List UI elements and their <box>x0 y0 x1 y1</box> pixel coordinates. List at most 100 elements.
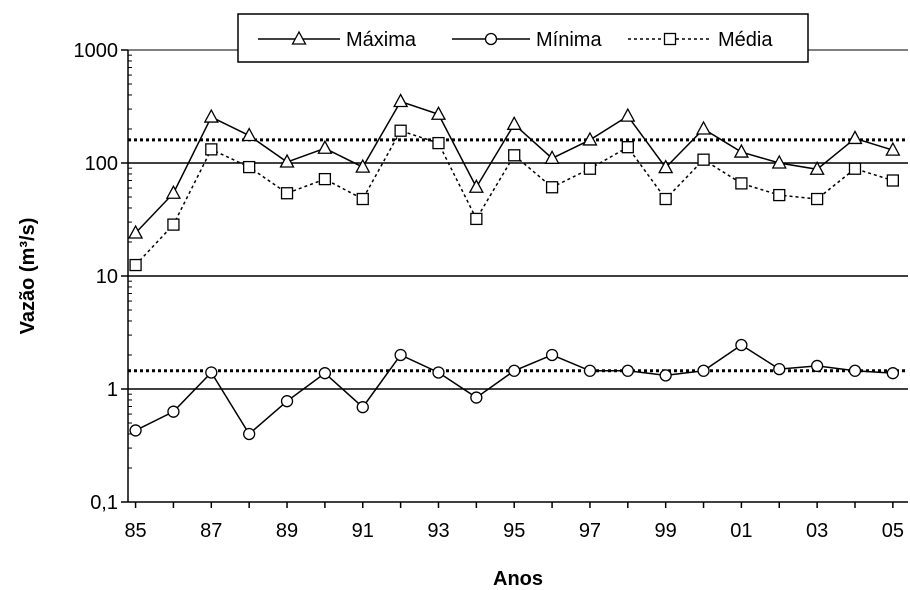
maxima-point <box>393 93 409 108</box>
media-point <box>697 153 710 166</box>
minima-point <box>243 427 256 441</box>
x-tick-label: 95 <box>503 520 525 542</box>
x-tick-label: 93 <box>427 520 449 542</box>
media-point <box>545 181 559 194</box>
minima-point <box>621 364 634 377</box>
minima-point <box>697 364 710 377</box>
legend-item-minima: Mínima <box>452 29 602 51</box>
media-point <box>129 258 142 272</box>
x-tick-label: 99 <box>655 520 677 542</box>
minima-point <box>886 367 900 380</box>
x-tick-label: 85 <box>124 520 146 542</box>
media-point <box>356 192 369 206</box>
maxima-point <box>506 115 522 130</box>
minima-point <box>167 405 180 418</box>
y-tick-label: 1 <box>107 379 118 401</box>
minima-point <box>545 348 559 362</box>
maxima-point <box>658 159 674 174</box>
maxima-point <box>127 224 144 239</box>
x-axis-title: Anos <box>493 568 543 590</box>
media-point <box>318 172 332 186</box>
x-tick-label: 91 <box>352 520 374 542</box>
series-line-media <box>135 129 894 266</box>
media-point <box>508 149 521 162</box>
maxima-point <box>847 130 863 145</box>
legend-minima-point <box>484 32 498 46</box>
legend-box <box>237 13 809 63</box>
series-maxima <box>127 93 901 239</box>
media-point <box>243 160 256 174</box>
media-point <box>621 141 634 154</box>
minima-point <box>205 366 218 379</box>
media-point <box>735 177 748 190</box>
x-tick-label: 89 <box>276 520 298 542</box>
maxima-point <box>279 153 295 168</box>
maxima-point <box>582 131 598 146</box>
minima-point <box>773 362 786 376</box>
minima-point <box>659 369 672 382</box>
media-point <box>659 192 672 206</box>
reference-lines <box>128 138 908 373</box>
maxima-point <box>620 107 636 122</box>
legend-maxima-point <box>291 30 307 45</box>
maxima-point <box>771 154 787 169</box>
maxima-point <box>355 158 371 173</box>
media-point <box>432 136 445 150</box>
maxima-point <box>544 149 560 164</box>
maxima-point <box>203 108 219 123</box>
media-point <box>394 124 407 137</box>
legend-media-point <box>663 32 677 46</box>
media-point <box>470 212 483 226</box>
media-point <box>810 192 824 206</box>
legend-label: Mínima <box>536 29 602 51</box>
minima-point <box>356 401 369 414</box>
y-tick-label: 100 <box>85 153 118 175</box>
minima-point <box>280 395 294 408</box>
legend-label: Máxima <box>346 29 417 51</box>
maxima-point <box>885 141 901 156</box>
minima-point <box>318 367 332 380</box>
legend: Máxima Mínima Média <box>237 13 809 63</box>
maxima-point <box>317 139 333 154</box>
legend-label: Média <box>718 29 773 51</box>
x-tick-label: 03 <box>806 520 828 542</box>
maxima-point <box>241 127 257 142</box>
minima-point <box>735 338 748 352</box>
minima-point <box>470 391 483 404</box>
y-tick-label: 10 <box>96 266 118 288</box>
x-tick-label: 01 <box>730 520 752 542</box>
maxima-point <box>733 143 749 158</box>
axes: 0,1 1 10 100 1000 85 87 89 91 93 95 97 99 01 03 05 <box>74 40 908 542</box>
media-point <box>886 174 900 187</box>
gridlines <box>128 49 908 390</box>
media-point <box>205 143 218 156</box>
series-minima <box>129 338 900 441</box>
x-tick-label: 97 <box>579 520 601 542</box>
minima-point <box>583 364 597 377</box>
y-tick-label: 0,1 <box>90 492 118 514</box>
x-tick-label: 87 <box>200 520 222 542</box>
minima-point <box>810 359 824 373</box>
minima-point <box>394 348 407 362</box>
minima-point <box>432 366 445 379</box>
maxima-point <box>165 184 182 199</box>
minima-point <box>848 364 862 377</box>
media-point <box>280 187 294 200</box>
y-axis-title: Vazão (m³/s) <box>17 218 39 335</box>
media-point <box>167 218 180 231</box>
maxima-point <box>468 178 484 193</box>
series-media <box>129 124 900 272</box>
minima-point <box>508 364 521 377</box>
minima-point <box>129 424 142 437</box>
x-tick-label: 05 <box>882 520 904 542</box>
legend-item-media: Média <box>628 29 773 51</box>
media-point <box>848 162 862 175</box>
maxima-point <box>809 160 825 175</box>
maxima-point <box>695 120 712 135</box>
y-tick-label: 1000 <box>74 40 119 62</box>
maxima-point <box>430 105 447 120</box>
series-group <box>127 93 901 441</box>
media-point <box>583 162 597 175</box>
media-point <box>773 188 786 202</box>
